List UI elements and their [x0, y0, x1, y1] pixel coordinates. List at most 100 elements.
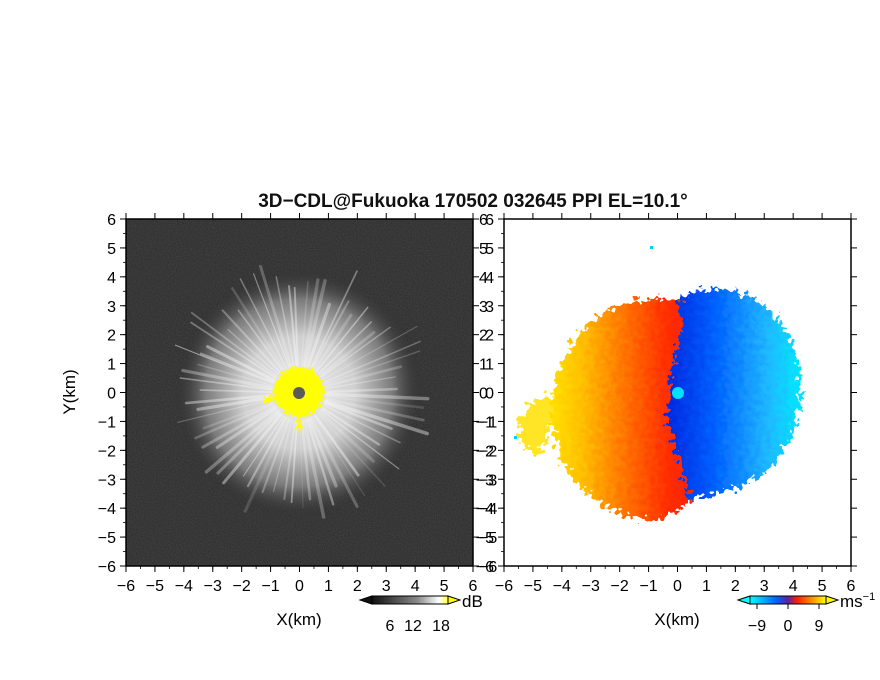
right-speck [650, 246, 653, 249]
y-tick-label: 0 [485, 386, 494, 403]
y-tick-label: 5 [485, 241, 494, 258]
x-tick-label: 1 [702, 578, 711, 595]
x-tick-label: −5 [524, 578, 542, 595]
colorbar-left-unit: dB [462, 592, 483, 611]
radial-ray [311, 300, 350, 370]
colorbar-left-bar [371, 595, 449, 605]
colorbar-left-tick: 18 [432, 618, 450, 635]
y-tick-label-right: 6 [479, 212, 488, 229]
radial-ray [202, 401, 274, 430]
radial-ray [314, 414, 360, 477]
radial-ray [320, 326, 391, 378]
x-tick-label: −4 [553, 578, 571, 595]
y-tick-label: 4 [485, 270, 494, 287]
radial-ray [323, 399, 429, 436]
x-tick-label: −6 [495, 578, 513, 595]
y-tick-label: −2 [476, 443, 494, 460]
colorbar-left-low-arrow [358, 595, 373, 605]
radial-ray [306, 302, 331, 369]
x-tick-label: 3 [760, 578, 769, 595]
right-positive-region [551, 298, 690, 520]
radial-ray [199, 352, 275, 384]
radial-ray [222, 412, 283, 485]
radial-ray [323, 401, 393, 430]
radial-ray [237, 309, 284, 372]
radial-ray [275, 276, 295, 367]
y-tick-label: −1 [476, 414, 494, 431]
radial-ray [318, 410, 376, 463]
left-xlabel: X(km) [276, 610, 321, 629]
radial-ray [216, 411, 281, 475]
radial-ray [243, 416, 290, 513]
colorbar-right-bar [749, 595, 827, 605]
radial-ray [242, 415, 285, 477]
radial-ray [324, 365, 403, 388]
x-tick-label: 6 [847, 578, 856, 595]
y-tick-label: 0 [107, 386, 116, 403]
radial-ray [221, 309, 282, 374]
y-tick-label-right: 5 [479, 241, 488, 258]
y-tick-label: 2 [107, 328, 116, 345]
y-tick-label-right: 3 [479, 299, 488, 316]
radial-ray [325, 395, 425, 409]
radial-ray [318, 321, 372, 375]
colorbar-right-tick: −9 [748, 618, 766, 635]
radial-ray [194, 402, 275, 440]
radial-ray [272, 419, 293, 492]
radial-ray [300, 280, 309, 366]
right-speck [514, 436, 517, 439]
radial-ray [293, 286, 299, 366]
left-ylabel: Y(km) [60, 369, 79, 414]
y-tick-label: 3 [107, 299, 116, 316]
radial-ray [190, 321, 277, 379]
y-tick-label: −6 [476, 559, 494, 576]
y-tick-label: 5 [107, 241, 116, 258]
right-xlabel: X(km) [654, 610, 699, 629]
x-tick-label: 5 [440, 578, 449, 595]
colorbar-left-tick: 12 [404, 618, 422, 635]
y-tick-label: 6 [107, 212, 116, 229]
radial-ray [321, 406, 381, 446]
y-tick-label: −3 [476, 472, 494, 489]
radial-ray [283, 419, 297, 500]
radial-ray [306, 418, 335, 506]
radial-ray [231, 287, 286, 371]
x-tick-label: 3 [382, 578, 391, 595]
x-tick-label: −1 [639, 578, 657, 595]
x-tick-label: −3 [582, 578, 600, 595]
radial-ray [319, 330, 376, 377]
x-tick-label: −6 [117, 578, 135, 595]
radial-ray [253, 273, 290, 368]
y-tick-label: 6 [485, 212, 494, 229]
radial-ray [325, 392, 430, 401]
x-tick-label: 4 [789, 578, 798, 595]
x-tick-label: 0 [673, 578, 682, 595]
y-tick-label-right: −3 [479, 472, 497, 489]
radial-ray [288, 285, 298, 367]
radial-ray [300, 419, 312, 501]
colorbar-right-tick: 0 [784, 618, 793, 635]
radial-ray [323, 404, 401, 444]
radial-ray [325, 387, 398, 394]
colorbar-right-low-arrow [736, 595, 751, 605]
y-tick-label-right: −1 [479, 414, 497, 431]
x-tick-label: 2 [353, 578, 362, 595]
radial-ray [259, 264, 293, 368]
radial-ray [317, 412, 386, 487]
radial-ray [290, 420, 298, 504]
radial-ray [181, 368, 274, 390]
y-tick-label: 1 [107, 357, 116, 374]
radial-ray [197, 363, 273, 387]
colorbar-left: 6 12 18 dB [358, 592, 483, 635]
colorbar-right-high-arrow [825, 595, 840, 605]
x-tick-label: 6 [469, 578, 478, 595]
right-negative-region [667, 289, 802, 500]
radial-ray [324, 397, 425, 422]
y-tick-label: 2 [485, 328, 494, 345]
radial-ray [190, 311, 278, 378]
radial-ray [310, 416, 359, 508]
left-center-dot [293, 387, 305, 399]
colorbar-left-tick: 6 [386, 618, 395, 635]
